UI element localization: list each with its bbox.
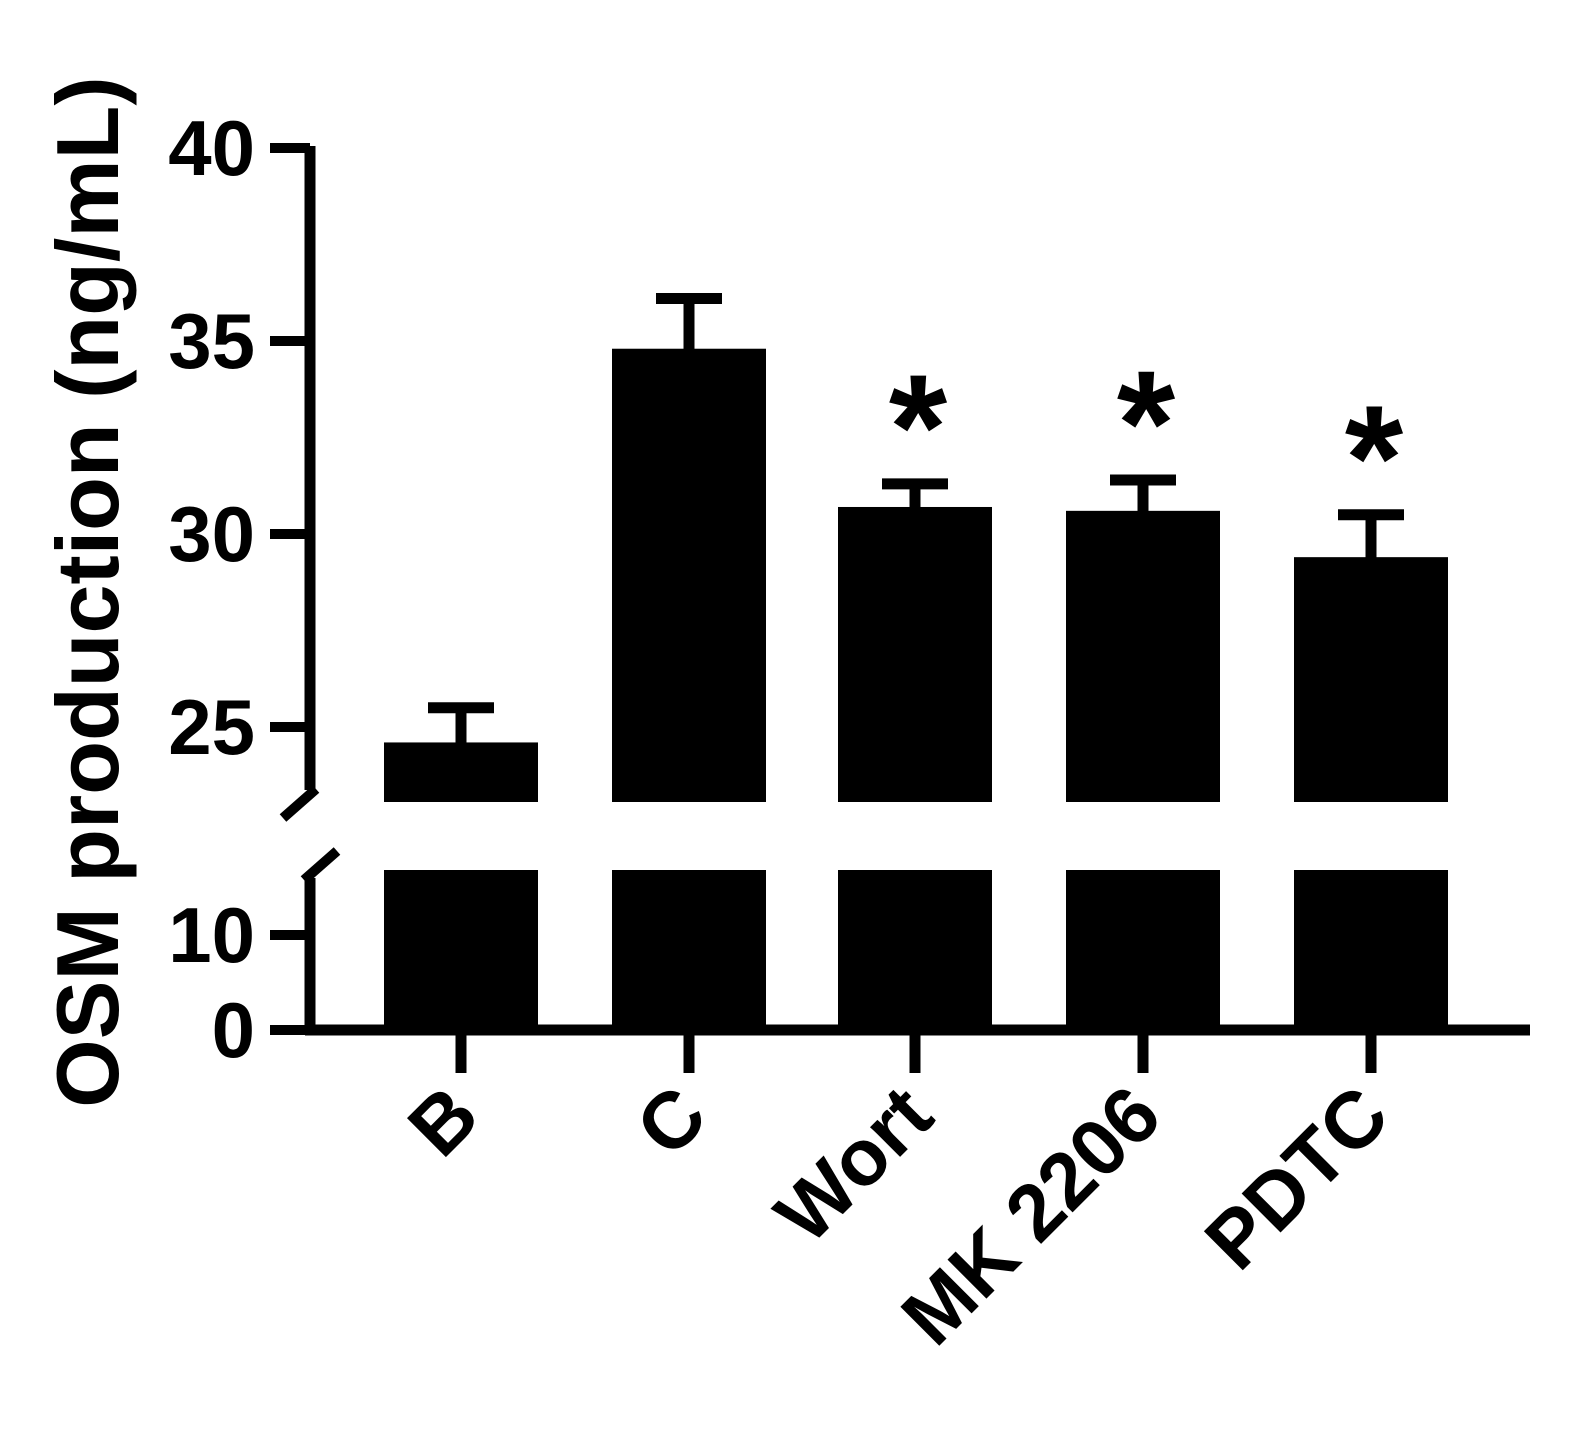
significance-markers: * * * [889, 339, 1404, 542]
axis-break-mark-lower [300, 847, 341, 884]
significance-marker: * [889, 343, 948, 511]
x-tick-label: Wort [758, 1069, 949, 1260]
x-tick-label: B [391, 1069, 495, 1173]
y-tick-label: 40 [168, 104, 255, 192]
bar-lower-segment [612, 870, 766, 1030]
x-tick-label: C [619, 1069, 723, 1173]
bars [384, 348, 1448, 1030]
error-bars [428, 293, 1404, 745]
significance-marker: * [1117, 339, 1176, 507]
y-tick-label: 25 [168, 683, 255, 771]
bar [612, 348, 766, 802]
bar [1066, 510, 1220, 802]
y-tick-label: 0 [212, 986, 255, 1074]
axis-break-mark-upper [279, 785, 320, 822]
x-tick-label: PDTC [1188, 1069, 1405, 1286]
bar-lower-segment [1066, 870, 1220, 1030]
y-tick-label: 10 [168, 891, 255, 979]
bar-lower-segment [384, 870, 538, 1030]
bar [384, 742, 538, 802]
significance-marker: * [1345, 374, 1404, 542]
y-axis-label: OSM production (ng/mL) [38, 76, 137, 1107]
y-tick-label: 30 [168, 490, 255, 578]
y-ticks: 010 25 30 35 40 [168, 104, 310, 1074]
bar [838, 506, 992, 802]
bar-lower-segment [838, 870, 992, 1030]
bar [1294, 557, 1448, 802]
bar-lower-segment [1294, 870, 1448, 1030]
y-tick-label: 35 [168, 297, 255, 385]
